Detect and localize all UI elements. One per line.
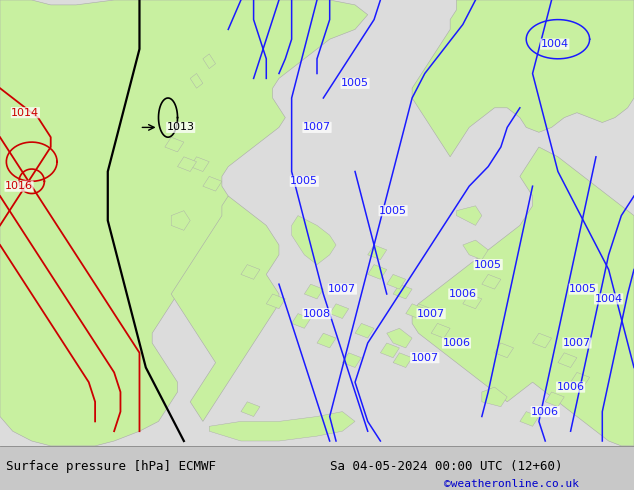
Polygon shape <box>545 392 564 407</box>
Text: 1007: 1007 <box>563 338 591 348</box>
Text: 1014: 1014 <box>11 108 39 118</box>
Polygon shape <box>412 147 634 446</box>
Polygon shape <box>387 328 412 348</box>
Text: Sa 04-05-2024 00:00 UTC (12+60): Sa 04-05-2024 00:00 UTC (12+60) <box>330 461 562 473</box>
Text: 1004: 1004 <box>595 294 623 304</box>
Polygon shape <box>342 353 361 368</box>
Text: 1004: 1004 <box>541 39 569 49</box>
Text: 1007: 1007 <box>303 122 331 132</box>
Polygon shape <box>463 240 488 260</box>
Text: 1006: 1006 <box>531 407 559 416</box>
Text: 1005: 1005 <box>290 176 318 186</box>
Text: 1006: 1006 <box>443 338 470 348</box>
Polygon shape <box>0 0 368 446</box>
Polygon shape <box>456 206 482 225</box>
Text: 1005: 1005 <box>341 78 369 88</box>
Text: ©weatheronline.co.uk: ©weatheronline.co.uk <box>444 479 579 489</box>
Polygon shape <box>387 274 406 289</box>
Text: 1005: 1005 <box>379 206 407 216</box>
Polygon shape <box>533 333 552 348</box>
Polygon shape <box>330 304 349 318</box>
Polygon shape <box>209 412 355 441</box>
Polygon shape <box>241 265 260 279</box>
Polygon shape <box>304 284 323 299</box>
Text: 1013: 1013 <box>167 122 195 132</box>
Polygon shape <box>190 157 209 172</box>
Polygon shape <box>317 333 336 348</box>
Polygon shape <box>171 196 279 421</box>
Polygon shape <box>406 304 425 318</box>
Polygon shape <box>203 54 216 69</box>
Polygon shape <box>380 343 399 358</box>
Polygon shape <box>393 353 412 368</box>
Text: 1008: 1008 <box>303 309 331 318</box>
Polygon shape <box>495 343 514 358</box>
Polygon shape <box>178 157 197 172</box>
Polygon shape <box>368 245 387 260</box>
Polygon shape <box>190 74 203 88</box>
Text: Surface pressure [hPa] ECMWF: Surface pressure [hPa] ECMWF <box>6 461 216 473</box>
Polygon shape <box>558 353 577 368</box>
Text: 1006: 1006 <box>449 289 477 299</box>
Polygon shape <box>431 323 450 338</box>
Text: 1007: 1007 <box>411 353 439 363</box>
Polygon shape <box>266 294 285 309</box>
Text: 1007: 1007 <box>417 309 445 318</box>
Polygon shape <box>292 216 336 265</box>
Text: 1005: 1005 <box>569 284 597 294</box>
Polygon shape <box>393 284 412 299</box>
Polygon shape <box>171 211 190 230</box>
Polygon shape <box>482 274 501 289</box>
Text: 1005: 1005 <box>474 260 502 270</box>
Text: 1006: 1006 <box>557 382 585 392</box>
Text: 1016: 1016 <box>5 181 33 191</box>
Polygon shape <box>412 304 431 318</box>
Polygon shape <box>292 314 311 328</box>
Polygon shape <box>203 176 222 191</box>
Bar <box>0 446 634 490</box>
Polygon shape <box>412 0 634 157</box>
Polygon shape <box>571 372 590 387</box>
Polygon shape <box>463 294 482 309</box>
Polygon shape <box>241 402 260 416</box>
Polygon shape <box>368 265 387 279</box>
Polygon shape <box>355 323 374 338</box>
Polygon shape <box>165 137 184 152</box>
Text: 1007: 1007 <box>328 284 356 294</box>
Polygon shape <box>520 412 539 426</box>
Polygon shape <box>482 387 507 407</box>
